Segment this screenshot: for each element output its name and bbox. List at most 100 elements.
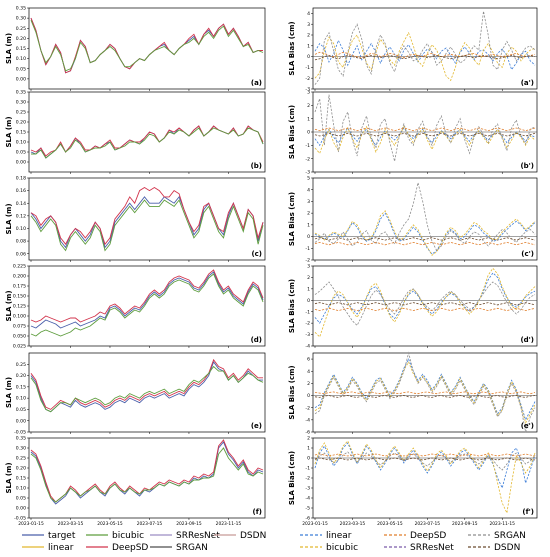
y-axis-label: SLA Bias (cm) [288, 105, 296, 159]
legend-label-target: target [48, 531, 76, 541]
panel-sla-0: 0.00 0.05 0.10 0.15 0.20 0.25 0.30 0.35 SLA (m) (… [5, 6, 266, 91]
series-line-linear [314, 442, 536, 490]
panel-label: (f) [253, 508, 262, 516]
legend-label-srresnet: SRResNet [410, 543, 454, 553]
y-tick-label: 0.20 [16, 36, 26, 42]
series-line-bicubic [30, 365, 264, 413]
y-tick-label: -4 [305, 344, 310, 350]
y-tick-label: 0.16 [16, 188, 26, 194]
series-line-bicubic [314, 125, 536, 155]
series-line-bicubic [314, 210, 536, 256]
panel-sla-4: -0.05 0.00 0.05 0.10 0.15 0.20 0.25 SLA (m) (e) [5, 352, 266, 436]
y-tick-label: 0.35 [16, 90, 26, 96]
y-tick-label: -6 [305, 516, 310, 522]
legend-label-bicubic: bicubic [326, 543, 358, 553]
series-line-deepsd [30, 439, 264, 503]
panel-bias-0: -3 -2 -1 0 1 2 3 4 SLA Bias (cm) (a') [288, 7, 538, 93]
x-tick-label: 2023-11-15 [489, 521, 515, 527]
y-tick-label: 0.15 [16, 384, 26, 390]
series-line-deepsd [30, 186, 264, 246]
x-tick-label: 2023-11-15 [216, 521, 242, 527]
y-tick-label: 0.10 [16, 396, 26, 402]
plot-frame [28, 91, 266, 173]
y-tick-label: 0.20 [16, 373, 26, 379]
y-tick-label: -1 [305, 65, 310, 71]
y-tick-label: 0 [307, 130, 310, 136]
y-tick-label: 2 [307, 381, 310, 387]
y-tick-label: 0.225 [13, 264, 26, 270]
y-tick-label: -6 [305, 430, 310, 436]
y-tick-label: 0.12 [16, 213, 26, 219]
x-tick-label: 2023-07-15 [137, 521, 163, 527]
y-tick-label: 0.00 [16, 160, 26, 166]
y-tick-label: 1 [307, 116, 310, 122]
plot-frame [28, 437, 266, 519]
y-tick-label: -3 [305, 170, 310, 176]
y-tick-label: 1 [307, 286, 310, 292]
y-axis-label: SLA Bias (cm) [288, 21, 296, 75]
y-tick-label: 0.25 [16, 456, 26, 462]
y-tick-label: 2 [307, 275, 310, 281]
legend-label-srgan: SRGAN [176, 543, 208, 553]
y-tick-label: 0.00 [16, 418, 26, 424]
legend-label-srgan: SRGAN [494, 531, 526, 541]
series-line-bicubic [30, 20, 264, 72]
panel-sla-1: 0.00 0.05 0.10 0.15 0.20 0.25 0.30 0.35 SLA (m) (… [5, 90, 266, 174]
y-tick-label: 0.25 [16, 362, 26, 368]
y-tick-label: -3 [305, 87, 310, 93]
y-axis-label: SLA (m) [5, 33, 13, 64]
y-tick-label: 0.00 [16, 506, 26, 512]
y-tick-label: -3 [305, 486, 310, 492]
series-line-bicubic [30, 273, 264, 337]
y-axis-label: SLA (m) [5, 377, 13, 408]
series-line-bicubic [30, 447, 264, 503]
panel-sla-2: 0.06 0.08 0.10 0.12 0.14 0.16 0.18 SLA (m) (c) [5, 176, 266, 262]
y-tick-label: 0.14 [16, 201, 26, 207]
y-tick-label: 0.35 [16, 436, 26, 442]
legend-right: linear DeepSD SRGAN bicubic SRResNet DSDN [300, 531, 526, 553]
x-tick-label: 2023-07-15 [415, 521, 441, 527]
y-tick-label: 0.175 [13, 284, 26, 290]
series-line-dsdn [314, 302, 536, 306]
y-tick-label: -2 [305, 476, 310, 482]
series-line-deepsd [314, 391, 536, 395]
panel-sla-5: -0.05 0.00 0.05 0.10 0.15 0.20 0.25 0.30 0.35 202… [5, 436, 266, 527]
series-line-srgan [314, 281, 536, 327]
series-line-srgan [314, 11, 536, 85]
panel-label: (e') [521, 422, 534, 430]
panel-bias-3: -4 -3 -2 -1 0 1 2 3 SLA Bias (cm) (d') [288, 264, 538, 350]
plot-frame [312, 7, 538, 90]
x-tick-label: 2023-05-15 [97, 521, 123, 527]
series-line-bicubic [314, 267, 536, 338]
y-tick-label: 0.075 [13, 324, 26, 330]
y-tick-label: 0 [307, 456, 310, 462]
y-axis-label: SLA Bias (cm) [288, 365, 296, 419]
series-line-dsdn [314, 132, 536, 137]
plot-frame [312, 437, 538, 519]
y-tick-label: 0.06 [16, 251, 26, 257]
y-axis-label: SLA (m) [5, 290, 13, 321]
x-tick-label: 2023-01-15 [18, 521, 44, 527]
y-tick-label: 4 [307, 187, 310, 193]
legend-label-deepsd: DeepSD [112, 543, 148, 553]
y-tick-label: 0 [307, 234, 310, 240]
y-axis-label: SLA (m) [5, 116, 13, 147]
y-tick-label: 0 [307, 393, 310, 399]
legend-label-linear: linear [326, 531, 352, 541]
series-line-bicubic [31, 127, 264, 159]
y-tick-label: -2 [305, 156, 310, 162]
y-tick-label: 0 [307, 298, 310, 304]
series-line-srgan [314, 351, 536, 433]
y-tick-label: 0.15 [16, 46, 26, 52]
y-tick-label: 1 [307, 43, 310, 49]
series-line-target [30, 271, 264, 329]
panel-label: (c') [521, 250, 534, 258]
x-tick-label: 2023-09-15 [452, 521, 478, 527]
series-line-deepsd [314, 127, 536, 132]
y-tick-label: 0.050 [13, 334, 26, 340]
plot-frame [28, 177, 266, 261]
series-line-deepsd [30, 269, 264, 323]
y-tick-label: 0.30 [16, 446, 26, 452]
series-line-dsdn [314, 457, 536, 461]
